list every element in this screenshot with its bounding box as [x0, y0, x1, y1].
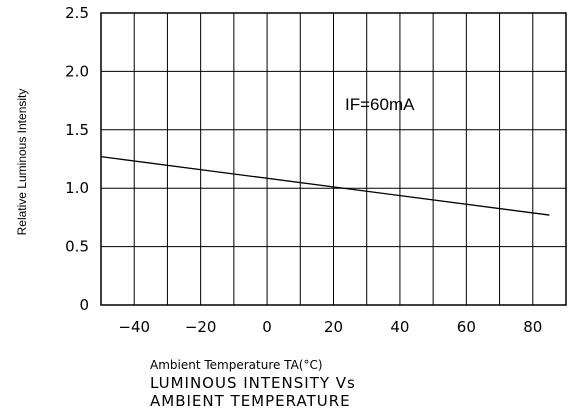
- x-tick-label: 80: [523, 318, 542, 336]
- caption-line-1: LUMINOUS INTENSITY Vs: [150, 374, 356, 392]
- grid: [101, 13, 566, 305]
- x-tick-label: 20: [324, 318, 343, 336]
- y-tick-label: 0.5: [65, 238, 89, 256]
- x-tick-label: 0: [262, 318, 272, 336]
- y-axis-label: Relative Luminous Intensity: [15, 89, 29, 236]
- y-tick-labels: 0 0.5 1.0 1.5 2.0 2.5: [65, 4, 89, 314]
- y-tick-label: 2.0: [65, 62, 89, 80]
- series-group: [100, 156, 550, 216]
- x-tick-label: −20: [185, 318, 217, 336]
- plot-frame: [100, 12, 567, 306]
- series-line: [100, 156, 550, 216]
- y-tick-label: 2.5: [65, 4, 89, 22]
- x-tick-label: 60: [457, 318, 476, 336]
- x-tick-label: −40: [118, 318, 150, 336]
- y-tick-label: 0: [79, 296, 89, 314]
- y-tick-label: 1.5: [65, 121, 89, 139]
- x-axis-label: Ambient Temperature TA(°C): [150, 358, 323, 372]
- x-tick-labels: −40 −20 0 20 40 60 80: [118, 318, 542, 336]
- condition-annotation: IF=60mA: [345, 95, 415, 114]
- y-tick-label: 1.0: [65, 179, 89, 197]
- caption-line-2: AMBIENT TEMPERATURE: [150, 392, 351, 410]
- x-tick-label: 40: [390, 318, 409, 336]
